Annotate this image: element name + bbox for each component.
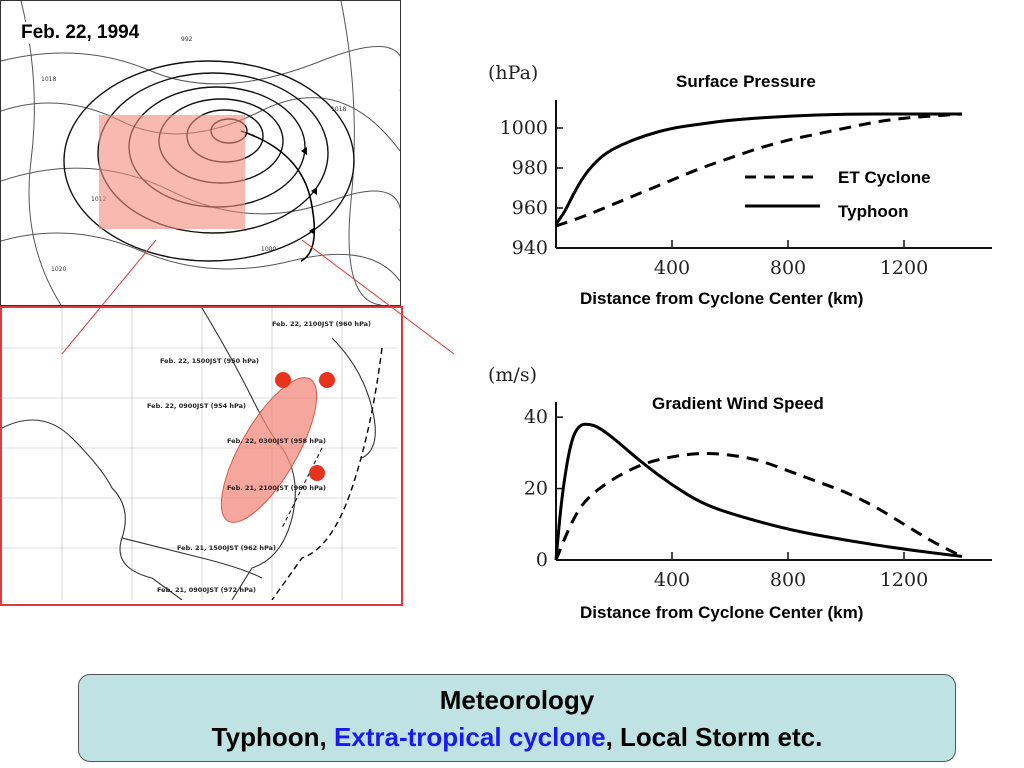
track-marker [309,465,325,481]
track-label: Feb. 21, 2100JST (960 hPa) [227,484,326,492]
pressure-chart-title: Surface Pressure [676,72,816,91]
wind-chart: 400 800 1200 40 20 0 [524,402,992,591]
pressure-chart: 400 800 1200 1000 980 960 940 [500,100,992,279]
pressure-unit: (hPa) [488,62,539,84]
map-date-label: Feb. 22, 1994 [18,22,143,44]
y-tick-label: 940 [512,237,548,259]
svg-text:1020: 1020 [51,266,66,273]
svg-text:1018: 1018 [331,106,346,113]
footer-highlight: Extra-tropical cyclone [333,722,606,752]
x-tick-label: 1200 [880,257,928,279]
track-label: Feb. 22, 0300JST (958 hPa) [227,437,326,445]
svg-text:1000: 1000 [261,246,276,253]
y-tick-label: 980 [512,157,548,179]
legend-et-label: ET Cyclone [838,168,931,187]
et-cyclone-series-line [555,112,963,228]
x-tick-label: 800 [770,569,806,591]
typhoon-series-line [554,422,963,561]
y-tick-label: 20 [524,478,548,500]
footer-suffix: , Local Storm etc. [605,722,823,752]
typhoon-series-line [554,112,962,225]
track-map-bottom: Feb. 22, 2100JST (960 hPa) Feb. 22, 1500… [0,306,403,606]
weather-map-top-drawing: 1018 1012 1018 1000 1020 992 [0,0,405,306]
x-tick-label: 400 [654,257,690,279]
track-label: Feb. 21, 0900JST (972 hPa) [157,586,256,594]
y-tick-label: 40 [524,406,548,428]
track-map-drawing: Feb. 22, 2100JST (960 hPa) Feb. 22, 1500… [1,307,397,601]
y-tick-label: 0 [536,549,548,571]
track-label: Feb. 21, 1500JST (962 hPa) [177,544,276,552]
svg-text:1018: 1018 [41,76,56,83]
track-label: Feb. 22, 0900JST (954 hPa) [147,402,246,410]
x-tick-label: 800 [770,257,806,279]
track-marker [275,372,291,388]
footer-prefix: Typhoon, [211,722,334,752]
highlight-region [99,115,245,229]
track-marker [319,372,335,388]
legend-lines [745,175,820,208]
x-tick-label: 400 [654,569,690,591]
et-cyclone-series-line [554,451,963,561]
legend-typhoon-label: Typhoon [838,202,909,221]
footer-subtitle: Typhoon, Extra-tropical cyclone, Local S… [79,722,955,753]
footer-box: Meteorology Typhoon, Extra-tropical cycl… [78,674,956,762]
y-tick-label: 960 [512,197,548,219]
weather-map-top: 1018 1012 1018 1000 1020 992 Feb. 22, 1994 [0,0,405,306]
track-label: Feb. 22, 1500JST (950 hPa) [160,357,259,365]
svg-text:992: 992 [181,36,193,43]
y-tick-label: 1000 [500,117,548,139]
wind-x-label: Distance from Cyclone Center (km) [580,603,864,622]
wind-unit: (m/s) [488,364,537,386]
wind-chart-title: Gradient Wind Speed [652,394,824,413]
svg-text:1012: 1012 [91,196,106,203]
x-tick-label: 1200 [880,569,928,591]
track-label: Feb. 22, 2100JST (960 hPa) [272,320,371,328]
track-highlight-ellipse [220,377,318,523]
footer-title: Meteorology [439,685,595,715]
pressure-x-label: Distance from Cyclone Center (km) [580,289,864,308]
